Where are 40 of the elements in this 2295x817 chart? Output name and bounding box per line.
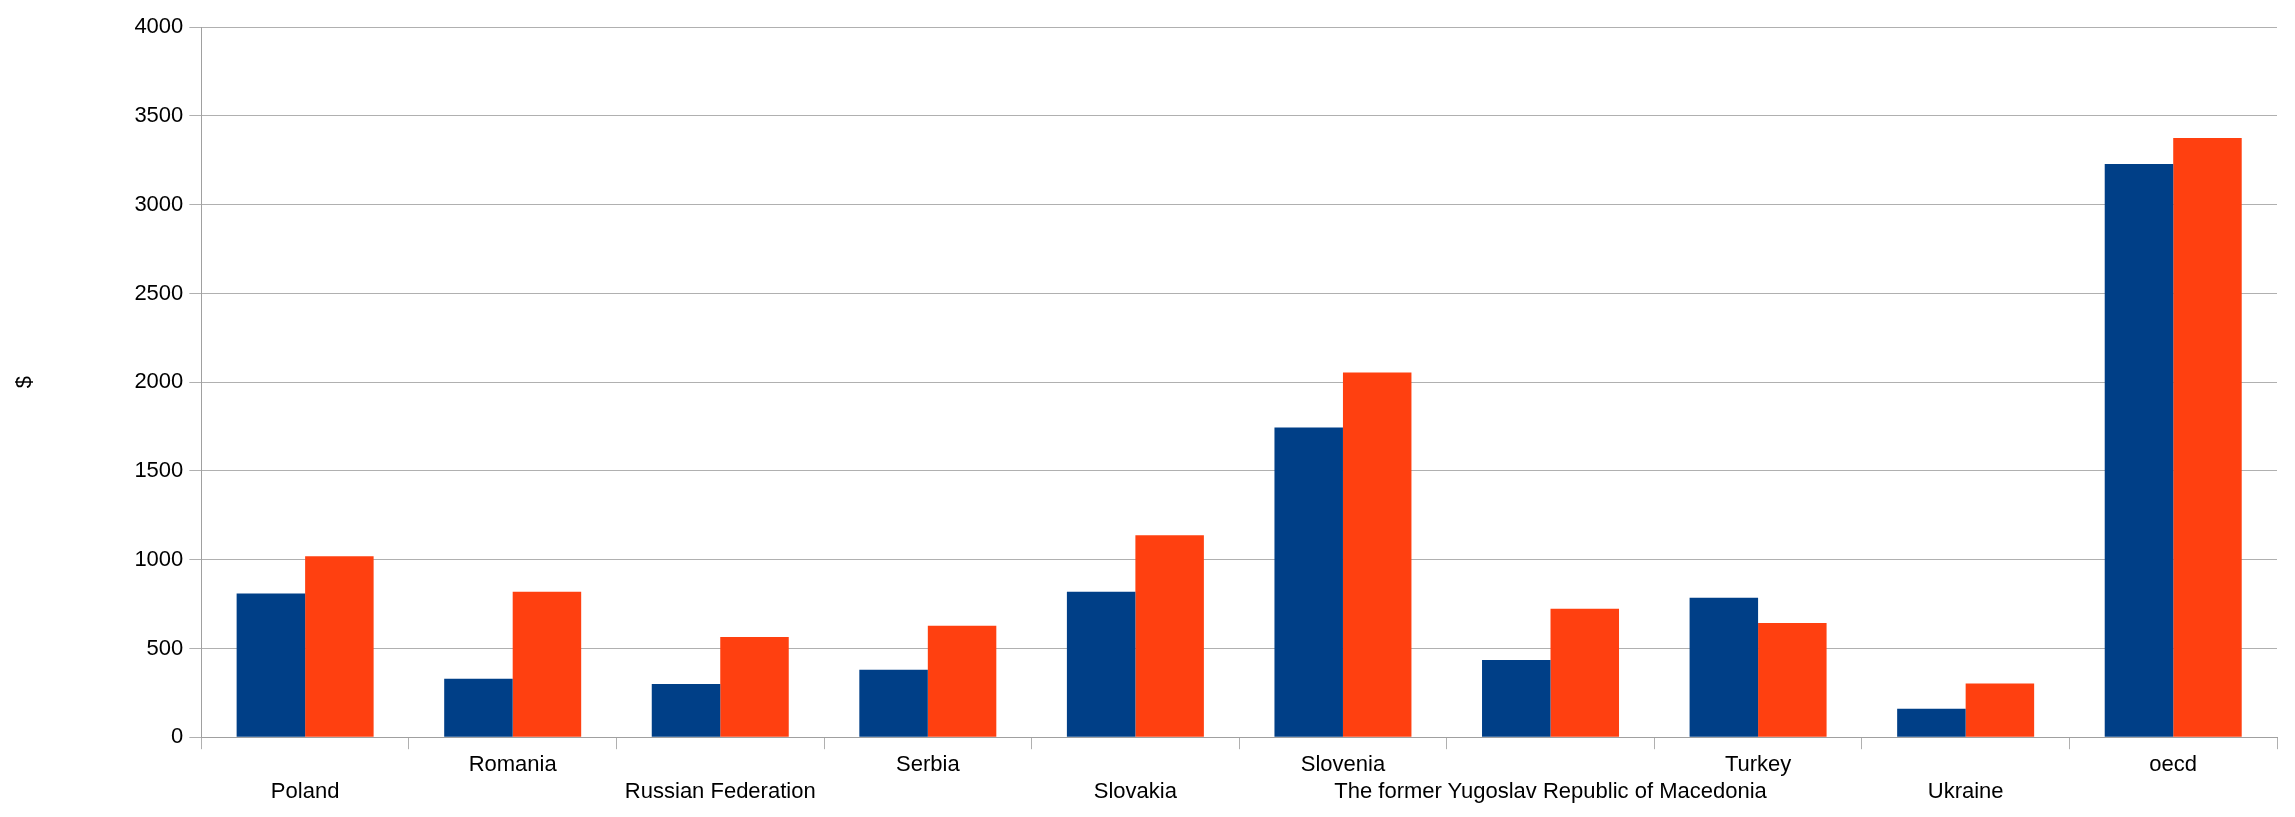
x-tick-label: Turkey: [1724, 751, 1792, 777]
bar: [859, 669, 928, 737]
y-tick-label: 3500: [134, 102, 184, 128]
bar: [1066, 591, 1136, 737]
y-tick-label: 1000: [134, 545, 184, 571]
x-tick-label: Serbia: [896, 751, 961, 777]
y-tick-label: 0: [171, 723, 184, 749]
y-tick-label: 1500: [134, 457, 184, 483]
bar: [1965, 683, 2035, 737]
bar: [512, 591, 582, 737]
bar: [1689, 597, 1759, 737]
bar: [1482, 659, 1551, 737]
bar: [305, 556, 374, 737]
bar: [1550, 608, 1620, 737]
bar: [236, 593, 306, 737]
bar: [651, 683, 721, 737]
bar: [2104, 163, 2174, 737]
x-tick-label: The former Yugoslav Republic of Macedonia: [1334, 777, 1768, 803]
x-tick-label: Ukraine: [1927, 777, 2004, 803]
bar: [927, 625, 997, 737]
bar: [1135, 535, 1204, 737]
x-tick-label: Poland: [270, 777, 340, 803]
bar: [2173, 137, 2242, 737]
y-tick-label: 2500: [134, 279, 184, 305]
x-tick-label: oecd: [2149, 751, 2198, 777]
y-tick-label: 4000: [134, 13, 184, 39]
bar: [720, 636, 789, 737]
x-tick-label: Russian Federation: [624, 777, 816, 803]
x-tick-label: Romania: [468, 751, 558, 777]
y-tick-label: 500: [146, 634, 184, 660]
bar: [1342, 372, 1412, 737]
y-axis-title: $: [11, 376, 37, 389]
y-tick-label: 2000: [134, 368, 184, 394]
x-tick-label: Slovakia: [1093, 777, 1178, 803]
bar: [444, 678, 513, 737]
bar: [1274, 427, 1343, 737]
y-tick-label: 3000: [134, 190, 184, 216]
bar: [1758, 623, 1827, 737]
bar: [1897, 708, 1966, 737]
x-tick-label: Slovenia: [1300, 751, 1386, 777]
